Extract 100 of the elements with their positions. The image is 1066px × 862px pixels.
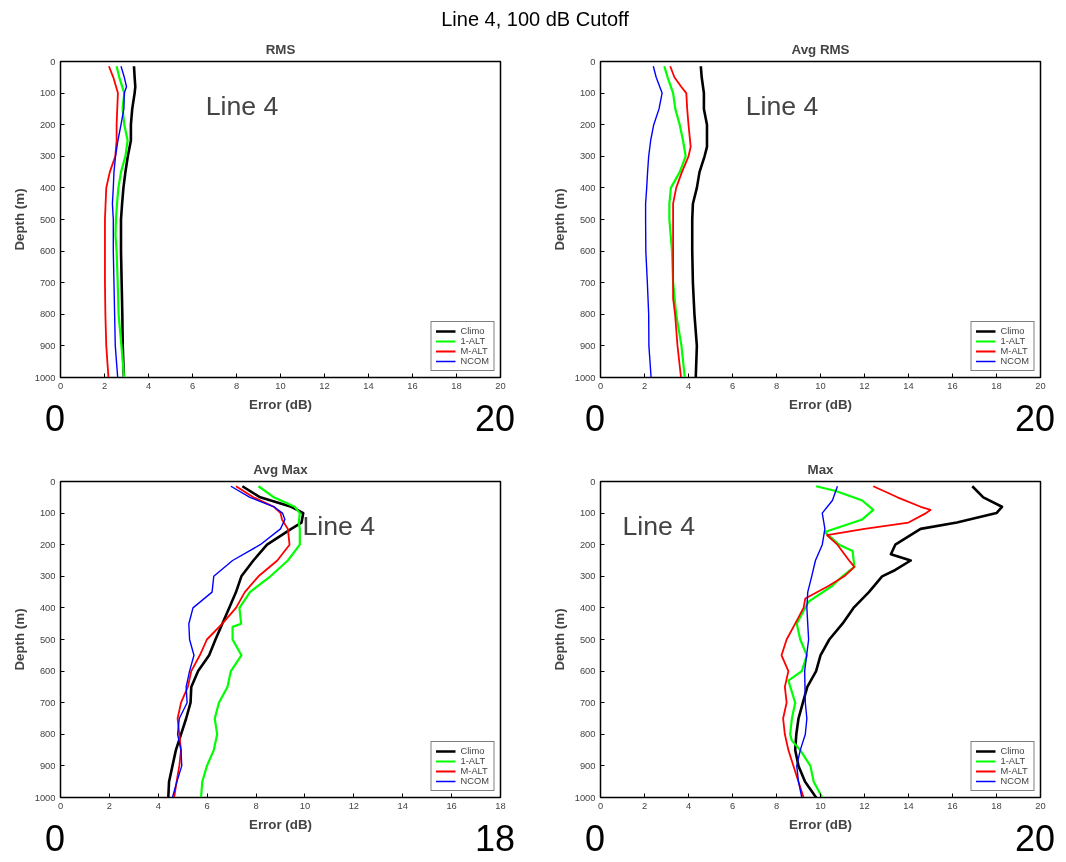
x-tick-label: 8 [253, 800, 259, 811]
annotation: Line 4 [745, 90, 819, 121]
y-tick-label: 300 [579, 151, 596, 162]
x-tick-label: 8 [773, 380, 780, 391]
legend-label: Climo [460, 746, 485, 756]
y-tick-label: 800 [579, 729, 596, 740]
y-tick-label: 700 [39, 277, 56, 288]
legend-label: Climo [460, 326, 485, 336]
x-tick-label: 4 [685, 800, 692, 811]
x-tick-label: 2 [641, 800, 648, 811]
x-tick-label: 12 [859, 800, 870, 811]
y-axis-title: Depth (m) [551, 188, 567, 251]
y-tick-label: 800 [579, 309, 596, 320]
y-tick-label: 500 [39, 214, 56, 225]
y-tick-label: 800 [39, 729, 56, 740]
y-tick-label: 0 [590, 56, 596, 67]
x-tick-label: 18 [451, 380, 462, 391]
legend-label: M-ALT [460, 766, 488, 776]
y-tick-label: 500 [39, 634, 56, 645]
x-tick-label: 4 [155, 800, 161, 811]
y-axis-title: Depth (m) [11, 188, 27, 251]
x-tick-label: 6 [729, 380, 736, 391]
x-tick-label: 14 [397, 800, 408, 811]
y-tick-label: 400 [39, 602, 56, 613]
y-tick-label: 100 [39, 508, 56, 519]
y-tick-label: 800 [39, 309, 56, 320]
y-tick-label: 300 [39, 571, 56, 582]
x-tick-label: 2 [101, 380, 108, 391]
x-tick-label: 18 [991, 380, 1002, 391]
y-tick-label: 900 [579, 760, 596, 771]
x-tick-label: 6 [204, 800, 210, 811]
x-tick-label: 10 [815, 380, 826, 391]
x-tick-label: 14 [903, 380, 914, 391]
x-tick-label: 8 [773, 800, 780, 811]
legend-label: Climo [1000, 326, 1025, 336]
y-tick-label: 0 [590, 476, 596, 487]
x-tick-label: 4 [145, 380, 152, 391]
legend-label: Climo [1000, 746, 1025, 756]
line-series [787, 485, 875, 798]
legend-label: M-ALT [460, 346, 488, 356]
y-tick-label: 200 [39, 539, 56, 550]
y-tick-label: 300 [39, 151, 56, 162]
y-tick-label: 1000 [574, 792, 596, 803]
y-axis-title: Depth (m) [551, 608, 567, 671]
y-tick-label: 0 [50, 56, 56, 67]
y-tick-label: 100 [579, 88, 596, 99]
line-series [663, 65, 687, 378]
y-tick-label: 1000 [34, 372, 56, 383]
y-tick-label: 1000 [34, 792, 56, 803]
x-tick-label: 12 [319, 380, 330, 391]
y-tick-label: 500 [579, 214, 596, 225]
y-tick-label: 900 [579, 340, 596, 351]
y-tick-label: 400 [39, 182, 56, 193]
x-axis-title: Error (dB) [789, 396, 852, 412]
y-tick-label: 200 [579, 539, 596, 550]
chart-title: RMS [265, 41, 296, 57]
x-tick-label: 10 [275, 380, 286, 391]
y-tick-label: 700 [579, 697, 596, 708]
line-series [104, 65, 119, 378]
x-tick-label: 14 [903, 800, 914, 811]
y-tick-label: 700 [39, 697, 56, 708]
y-tick-label: 1000 [574, 372, 596, 383]
x-tick-label: 20 [1035, 380, 1046, 391]
x-tick-label: 16 [947, 380, 958, 391]
chart-title: Avg RMS [791, 41, 850, 57]
y-tick-label: 400 [579, 182, 596, 193]
y-tick-label: 100 [39, 88, 56, 99]
x-tick-label: 2 [641, 380, 648, 391]
x-tick-label: 0 [597, 800, 604, 811]
x-tick-label: 12 [859, 380, 870, 391]
y-tick-label: 600 [39, 246, 56, 257]
y-tick-label: 200 [39, 119, 56, 130]
x-tick-label: 4 [685, 380, 692, 391]
x-tick-label: 16 [446, 800, 457, 811]
x-tick-label: 10 [815, 800, 826, 811]
legend-label: M-ALT [1000, 766, 1028, 776]
legend-label: 1-ALT [460, 756, 486, 766]
line-series [199, 485, 301, 798]
legend-label: 1-ALT [1000, 756, 1026, 766]
x-axis-title: Error (dB) [249, 396, 312, 412]
x-tick-label: 0 [57, 800, 64, 811]
annotation: Line 4 [622, 510, 696, 541]
y-tick-label: 100 [579, 508, 596, 519]
x-tick-label: 16 [407, 380, 418, 391]
x-tick-label: 18 [991, 800, 1002, 811]
legend-label: M-ALT [1000, 346, 1028, 356]
legend-label: NCOM [1000, 776, 1029, 786]
x-tick-label: 18 [495, 800, 506, 811]
x-tick-label: 14 [363, 380, 374, 391]
x-tick-label: 8 [233, 380, 240, 391]
y-tick-label: 700 [579, 277, 596, 288]
annotation: Line 4 [302, 510, 376, 541]
line-series [644, 65, 663, 378]
x-tick-label: 20 [1035, 800, 1046, 811]
y-tick-label: 600 [579, 666, 596, 677]
annotation: Line 4 [205, 90, 279, 121]
x-tick-label: 10 [299, 800, 311, 811]
y-tick-label: 600 [39, 666, 56, 677]
y-tick-label: 0 [50, 476, 56, 487]
chart-title: Avg Max [253, 461, 309, 477]
